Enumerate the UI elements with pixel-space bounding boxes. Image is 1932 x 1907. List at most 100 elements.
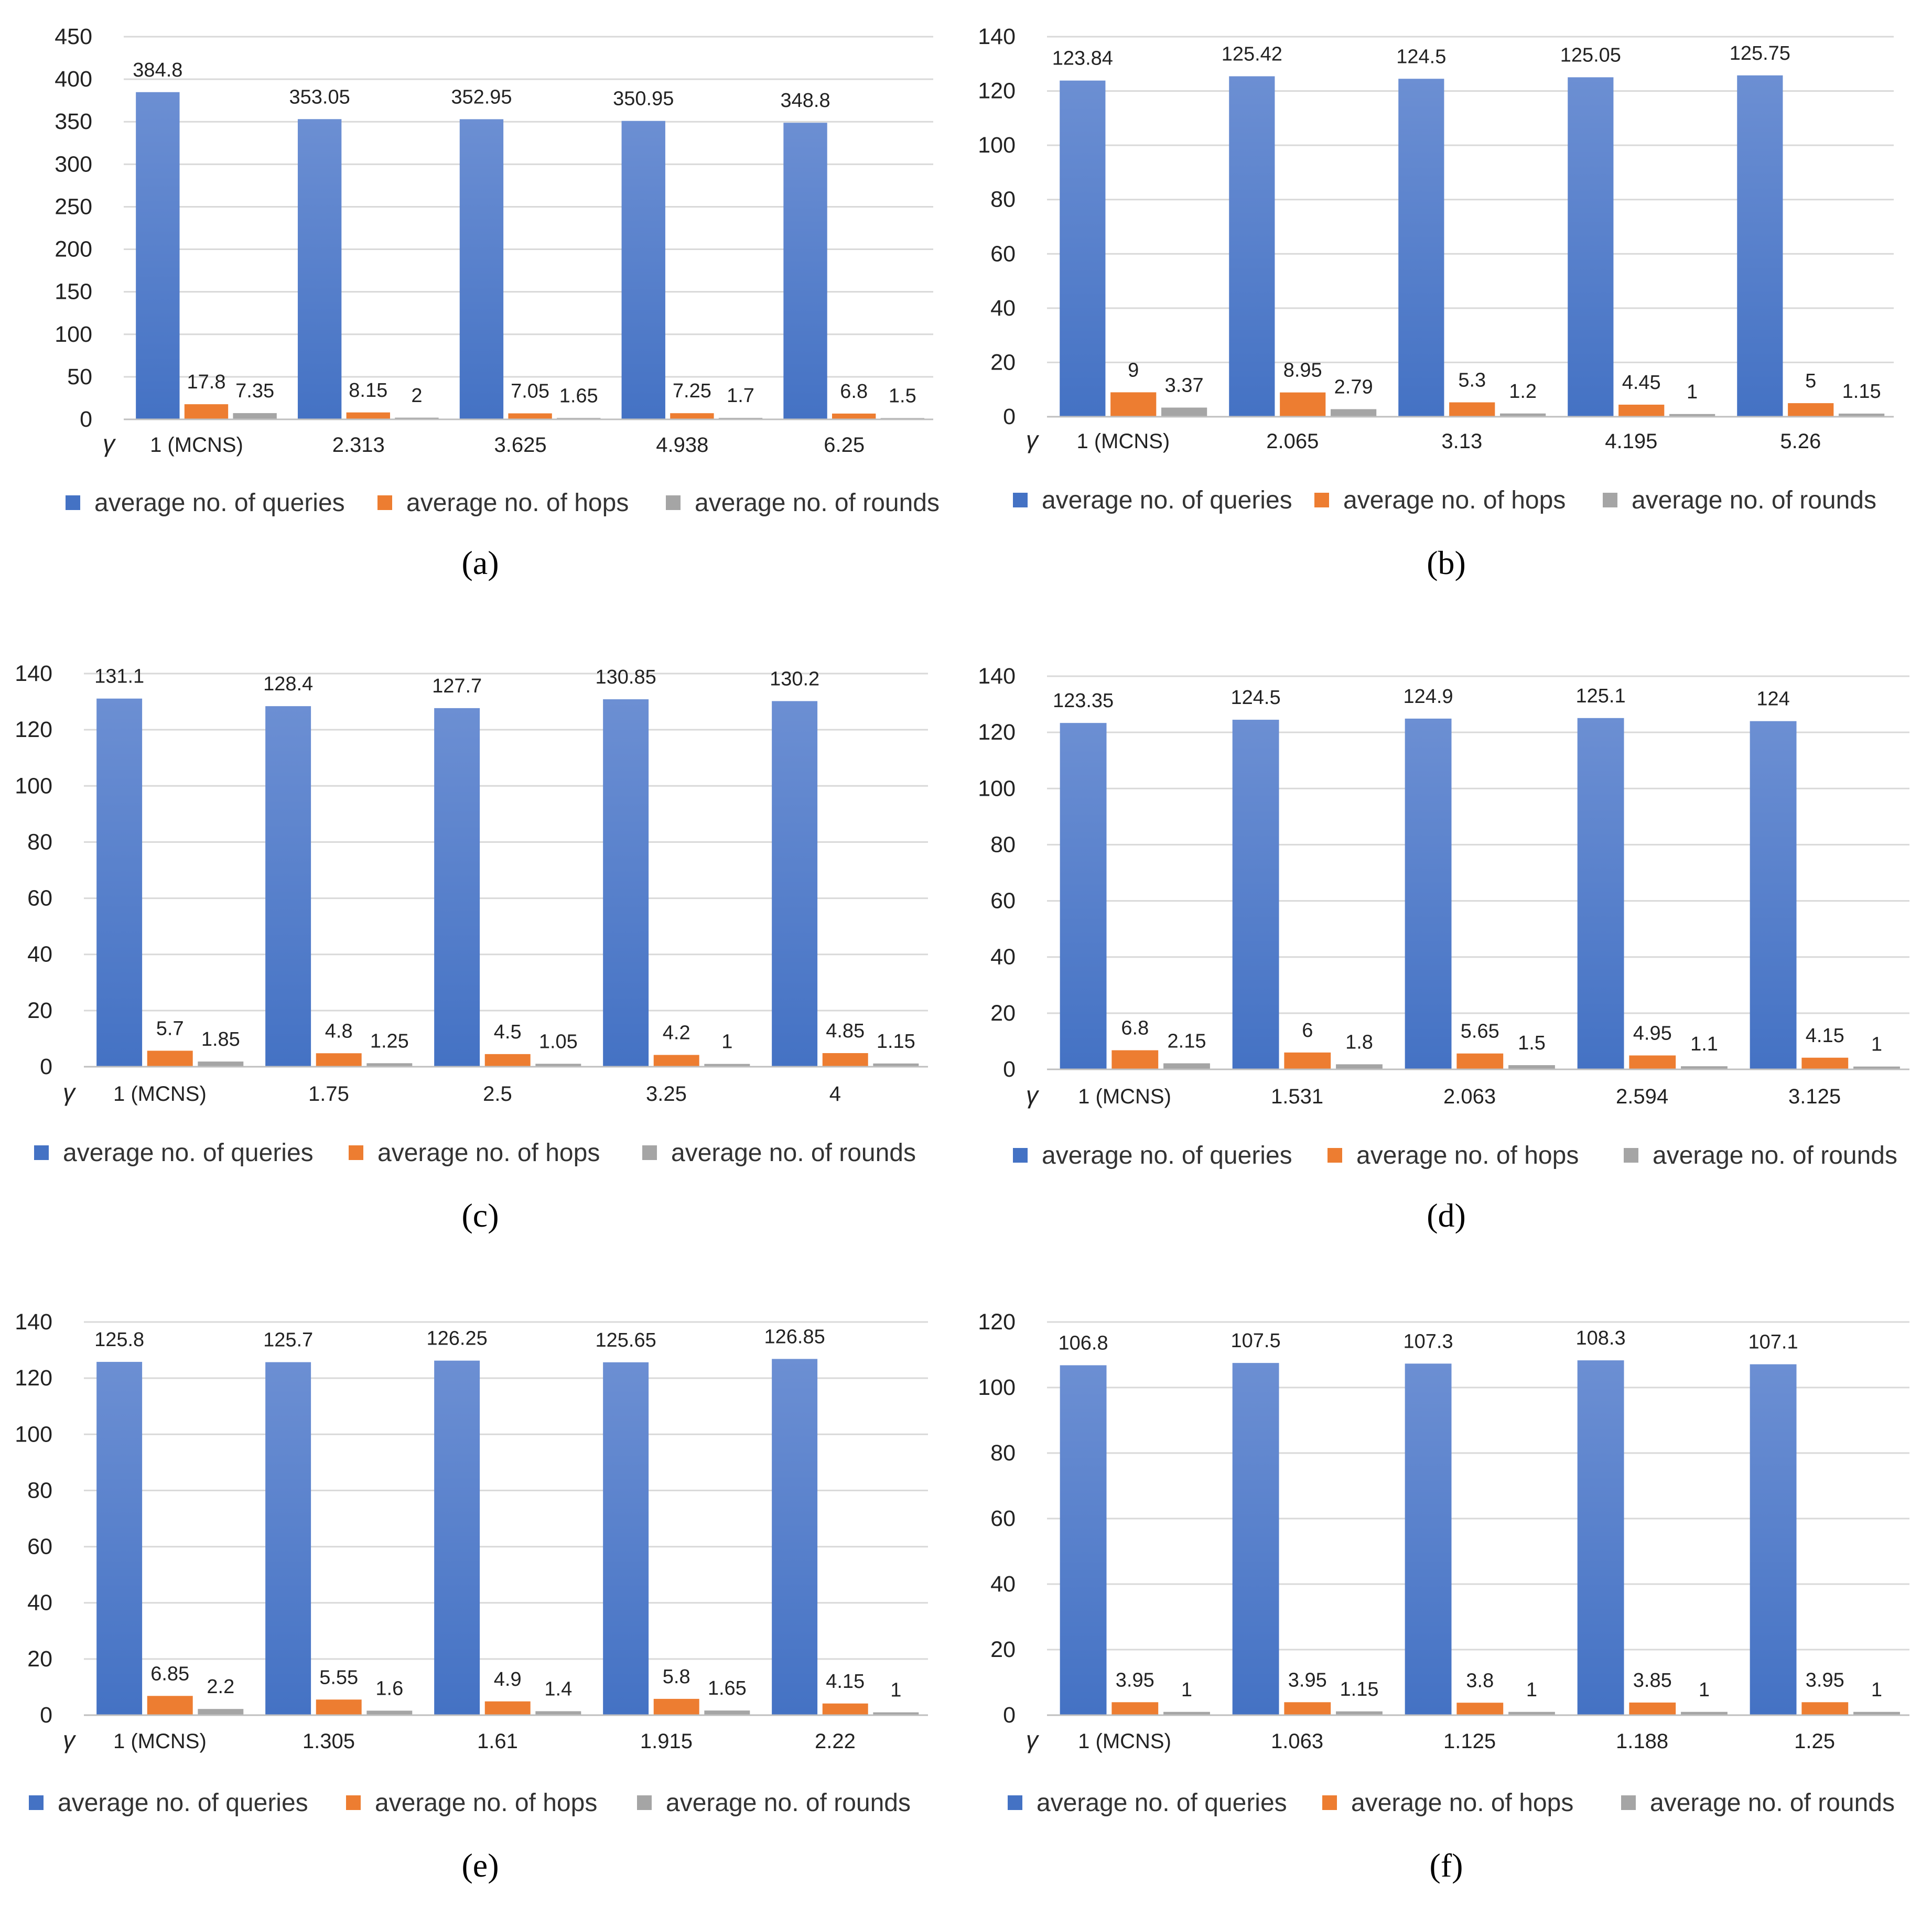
- rounds-bar: [1161, 407, 1207, 417]
- queries-data-label: 353.05: [289, 86, 350, 108]
- hops-data-label: 6: [1302, 1020, 1313, 1042]
- hops-bar: [1111, 1702, 1159, 1715]
- hops-bar: [184, 404, 229, 419]
- hops-data-label: 5.65: [1461, 1021, 1499, 1043]
- hops-data-label: 6.85: [150, 1663, 189, 1685]
- x-category-label: 4.938: [656, 434, 708, 457]
- hops-bar: [1449, 402, 1495, 417]
- legend-swatch: [346, 1795, 361, 1810]
- gamma-symbol: γ: [1026, 1726, 1040, 1753]
- rounds-data-label: 1: [1181, 1679, 1192, 1701]
- y-tick-label: 100: [15, 773, 52, 798]
- x-category-label: 1.915: [640, 1730, 693, 1753]
- rounds-data-label: 1.4: [544, 1678, 572, 1700]
- x-category-label: 1 (MCNS): [113, 1730, 207, 1753]
- rounds-data-label: 1.15: [1340, 1678, 1379, 1700]
- hops-bar: [1456, 1703, 1504, 1715]
- legend-label-rounds: average no. of rounds: [1632, 486, 1876, 514]
- hops-bar: [346, 412, 390, 419]
- x-category-label: 1 (MCNS): [1076, 430, 1170, 453]
- y-tick-label: 50: [67, 364, 92, 389]
- hops-bar: [1110, 392, 1157, 417]
- hops-data-label: 3.95: [1288, 1669, 1327, 1691]
- y-tick-label: 120: [15, 717, 52, 742]
- x-category-label: 4.195: [1605, 430, 1657, 453]
- rounds-data-label: 1: [1871, 1679, 1882, 1701]
- queries-bar: [434, 1360, 480, 1715]
- queries-data-label: 125.75: [1730, 42, 1790, 64]
- queries-data-label: 124.5: [1396, 46, 1446, 68]
- legend-swatch: [1322, 1795, 1337, 1810]
- queries-data-label: 107.5: [1231, 1330, 1281, 1352]
- rounds-data-label: 1.5: [1518, 1032, 1546, 1054]
- legend-swatch: [349, 1145, 363, 1160]
- bar-chart: 0 50 100 150 200 250 300 350 400 450 γ 384.8 17.8 7.3…: [55, 24, 940, 581]
- queries-bar: [1060, 723, 1107, 1069]
- hops-data-label: 4.9: [494, 1668, 522, 1691]
- gamma-symbol: γ: [103, 430, 116, 457]
- x-category-label: 2.594: [1616, 1085, 1668, 1108]
- y-tick-label: 40: [27, 1590, 52, 1616]
- panel-label: (f): [1430, 1847, 1463, 1884]
- hops-bar: [1280, 392, 1326, 417]
- queries-data-label: 128.4: [263, 673, 313, 695]
- y-tick-label: 80: [990, 832, 1016, 857]
- y-tick-label: 20: [990, 1001, 1016, 1026]
- legend-swatch: [666, 495, 681, 510]
- y-tick-label: 20: [990, 1637, 1016, 1662]
- y-tick-label: 400: [55, 67, 92, 92]
- hops-data-label: 6.8: [840, 381, 868, 403]
- y-tick-label: 40: [27, 942, 52, 967]
- legend-label-queries: average no. of queries: [94, 489, 345, 517]
- rounds-data-label: 1.2: [1509, 381, 1537, 403]
- legend-label-queries: average no. of queries: [58, 1789, 308, 1817]
- hops-data-label: 4.2: [663, 1022, 690, 1044]
- rounds-data-label: 1.65: [559, 385, 598, 407]
- y-tick-label: 0: [1003, 404, 1016, 429]
- legend-label-rounds: average no. of rounds: [671, 1139, 916, 1167]
- rounds-data-label: 1.5: [889, 385, 916, 407]
- queries-data-label: 123.84: [1052, 48, 1113, 70]
- y-tick-label: 140: [978, 664, 1016, 689]
- rounds-data-label: 2.15: [1168, 1030, 1206, 1052]
- queries-bar: [96, 1362, 143, 1715]
- queries-data-label: 350.95: [613, 88, 674, 110]
- hops-bar: [316, 1699, 362, 1715]
- x-category-label: 1.61: [477, 1730, 518, 1753]
- rounds-data-label: 1: [721, 1031, 732, 1053]
- hops-bar: [832, 413, 876, 419]
- queries-bar: [459, 119, 504, 420]
- hops-bar: [1111, 1050, 1159, 1069]
- y-tick-label: 80: [990, 187, 1016, 212]
- queries-bar: [265, 1362, 311, 1715]
- hops-data-label: 17.8: [187, 371, 226, 393]
- x-category-label: 1 (MCNS): [150, 434, 243, 457]
- queries-bar: [772, 701, 818, 1067]
- y-tick-label: 120: [978, 79, 1016, 104]
- queries-data-label: 384.8: [133, 59, 182, 81]
- y-tick-label: 20: [990, 350, 1016, 375]
- x-category-label: 1.75: [308, 1082, 349, 1106]
- legend-label-rounds: average no. of rounds: [666, 1789, 911, 1817]
- chart-panel: 0 20 40 60 80 100 120 γ 106.8 3.95 1 1 (MCNS) 107.5 3…: [966, 1303, 1932, 1907]
- hops-bar: [1629, 1702, 1676, 1715]
- legend-label-queries: average no. of queries: [63, 1139, 314, 1167]
- y-tick-label: 250: [55, 194, 92, 219]
- rounds-bar: [1508, 1711, 1555, 1715]
- y-tick-label: 40: [990, 1572, 1016, 1597]
- hops-bar: [1801, 1702, 1849, 1715]
- queries-bar: [1568, 77, 1614, 417]
- rounds-bar: [366, 1710, 413, 1715]
- y-tick-label: 0: [40, 1703, 52, 1728]
- legend-swatch: [1008, 1795, 1022, 1810]
- hops-data-label: 5.55: [319, 1666, 358, 1688]
- chart-panel: 0 50 100 150 200 250 300 350 400 450 γ 384.8 17.8 7.3…: [0, 0, 966, 598]
- rounds-data-label: 1.15: [877, 1031, 915, 1053]
- hops-data-label: 4.5: [494, 1021, 522, 1043]
- y-tick-label: 80: [990, 1440, 1016, 1466]
- chart-panel: 0 20 40 60 80 100 120 140 γ 125.8 6.85 2.2 1 (MCNS) 1…: [0, 1303, 966, 1907]
- rounds-data-label: 1.25: [370, 1030, 409, 1052]
- gamma-symbol: γ: [1026, 426, 1040, 453]
- queries-bar: [783, 123, 827, 419]
